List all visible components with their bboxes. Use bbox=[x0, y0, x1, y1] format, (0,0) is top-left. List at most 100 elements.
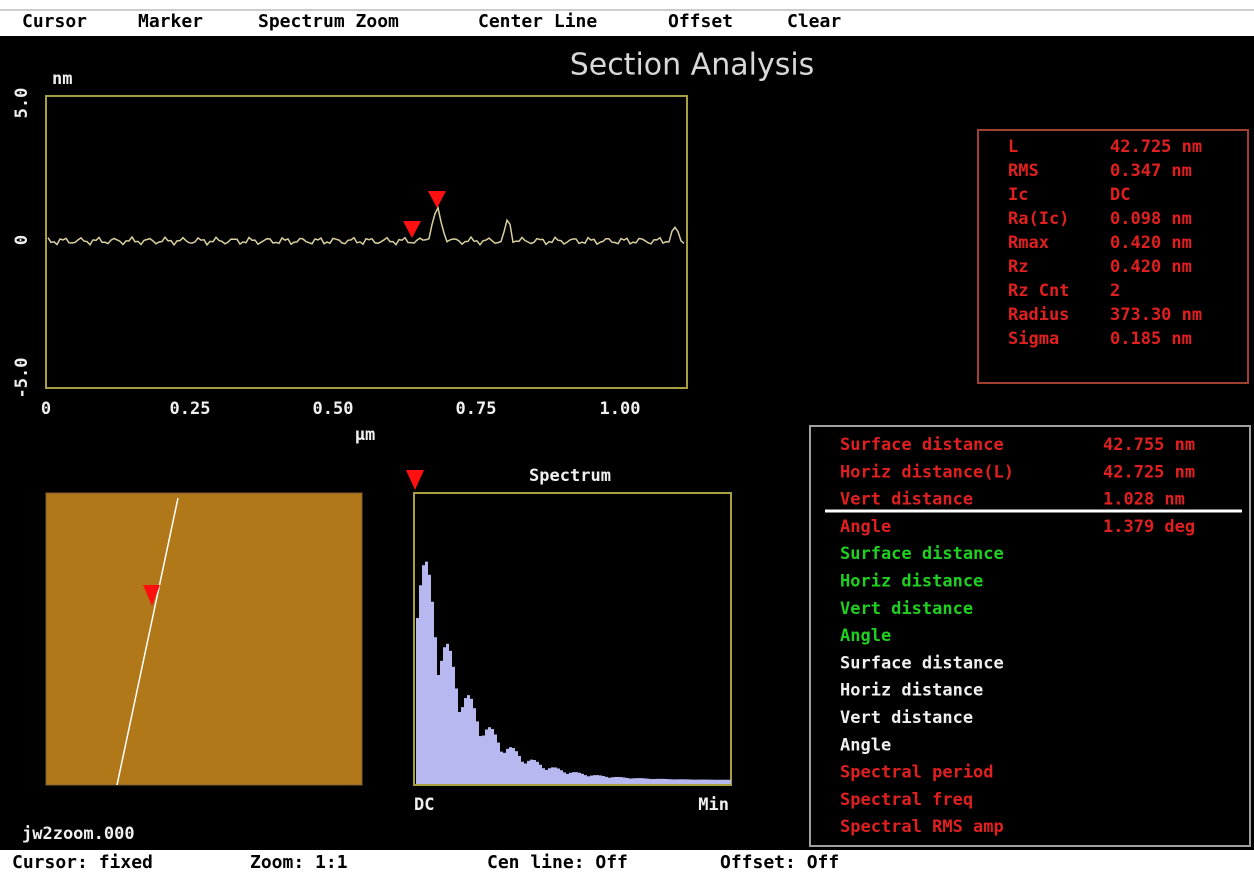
spectrum-bar bbox=[551, 767, 554, 784]
spectrum-bar bbox=[524, 763, 527, 784]
spectrum-left: DC bbox=[414, 795, 434, 815]
spectrum-bar bbox=[584, 775, 587, 784]
measure-value: 1.379 deg bbox=[1103, 517, 1195, 537]
spectrum-bar bbox=[557, 768, 560, 784]
spectrum-bar bbox=[554, 767, 557, 784]
measure-label: Vert distance bbox=[840, 599, 973, 619]
y-unit: nm bbox=[52, 69, 72, 89]
spectrum-bar bbox=[422, 565, 425, 784]
spectrum-bar bbox=[629, 779, 632, 784]
spectrum-bar bbox=[650, 779, 653, 784]
spectrum-bar bbox=[596, 775, 599, 784]
measure-label: Angle bbox=[840, 626, 891, 646]
measure-value: 42.725 nm bbox=[1103, 462, 1195, 482]
spectrum-bar bbox=[620, 777, 623, 784]
stat-label: Ic bbox=[1008, 185, 1028, 205]
spectrum-bar bbox=[641, 778, 644, 784]
menu-item[interactable]: Offset bbox=[668, 11, 733, 32]
stat-value: 0.347 nm bbox=[1110, 161, 1192, 181]
stat-label: Sigma bbox=[1008, 329, 1059, 349]
measure-label: Spectral period bbox=[840, 763, 994, 783]
measure-value: 42.755 nm bbox=[1103, 435, 1195, 455]
spectrum-bar bbox=[632, 778, 635, 784]
spectrum-bar bbox=[593, 775, 596, 784]
spectrum-bar bbox=[443, 647, 446, 784]
measure-label: Surface distance bbox=[840, 653, 1004, 673]
x-tick-label: 0.25 bbox=[170, 399, 211, 419]
status-item: Zoom: 1:1 bbox=[250, 852, 348, 873]
x-tick-label: 0 bbox=[41, 399, 51, 419]
spectrum-bar bbox=[662, 779, 665, 784]
spectrum-bar bbox=[578, 773, 581, 784]
stat-label: Radius bbox=[1008, 305, 1069, 325]
spectrum-bar bbox=[722, 780, 725, 784]
spectrum-bar bbox=[500, 752, 503, 784]
spectrum-bar bbox=[728, 780, 731, 784]
spectrum-bar bbox=[446, 644, 449, 784]
spectrum-bar bbox=[515, 751, 518, 784]
menu-item[interactable]: Marker bbox=[138, 11, 203, 32]
spectrum-bar bbox=[458, 712, 461, 784]
spectrum-bar bbox=[623, 777, 626, 784]
measure-label: Vert distance bbox=[840, 708, 973, 728]
spectrum-bar bbox=[602, 776, 605, 784]
x-tick-label: 1.00 bbox=[600, 399, 641, 419]
spectrum-bar bbox=[677, 779, 680, 784]
spectrum-bar bbox=[671, 779, 674, 784]
spectrum-bar bbox=[635, 778, 638, 784]
menu-item[interactable]: Spectrum Zoom bbox=[258, 11, 399, 32]
spectrum-bar bbox=[416, 618, 419, 784]
spectrum-bar bbox=[560, 770, 563, 784]
spectrum-bar bbox=[497, 743, 500, 784]
spectrum-bar bbox=[419, 585, 422, 784]
x-tick-label: 0.50 bbox=[313, 399, 354, 419]
spectrum-bar bbox=[644, 778, 647, 784]
spectrum-bar bbox=[479, 736, 482, 784]
menu-item[interactable]: Clear bbox=[787, 11, 841, 32]
stat-label: Rz Cnt bbox=[1008, 281, 1069, 301]
spectrum-bar bbox=[563, 772, 566, 784]
stat-value: 0.420 nm bbox=[1110, 233, 1192, 253]
spectrum-bar bbox=[617, 777, 620, 784]
status-item: Cen line: Off bbox=[487, 852, 628, 873]
spectrum-bar bbox=[485, 729, 488, 784]
spectrum-bar bbox=[518, 756, 521, 784]
spectrum-bar bbox=[710, 780, 713, 784]
file-name: jw2zoom.000 bbox=[22, 824, 135, 844]
spectrum-bar bbox=[725, 780, 728, 784]
spectrum-bar bbox=[656, 779, 659, 784]
stat-value: 42.725 nm bbox=[1110, 137, 1202, 157]
measure-label: Surface distance bbox=[840, 435, 1004, 455]
spectrum-bar bbox=[719, 780, 722, 784]
measure-label: Spectral RMS amp bbox=[840, 817, 1004, 837]
spectrum-bar bbox=[614, 777, 617, 784]
spectrum-bar bbox=[473, 708, 476, 784]
spectrum-bar bbox=[692, 780, 695, 784]
menu-item[interactable]: Center Line bbox=[478, 11, 597, 32]
spectrum-bar bbox=[566, 774, 569, 784]
spectrum-bar bbox=[608, 778, 611, 784]
spectrum-bar bbox=[626, 778, 629, 784]
spectrum-bar bbox=[689, 779, 692, 784]
spectrum-bar bbox=[503, 753, 506, 784]
spectrum-bar bbox=[452, 667, 455, 784]
spectrum-bar bbox=[488, 727, 491, 784]
spectrum-bar bbox=[698, 780, 701, 784]
spectrum-bar bbox=[647, 779, 650, 784]
spectrum-bar bbox=[659, 779, 662, 784]
spectrum-bar bbox=[599, 775, 602, 784]
spectrum-bar bbox=[464, 698, 467, 784]
spectrum-bar bbox=[701, 780, 704, 784]
stat-label: Ra(Ic) bbox=[1008, 209, 1069, 229]
menu-item[interactable]: Cursor bbox=[22, 11, 87, 32]
stat-value: 0.420 nm bbox=[1110, 257, 1192, 277]
spectrum-bar bbox=[665, 779, 668, 784]
spectrum-bar bbox=[440, 661, 443, 784]
spectrum-bar bbox=[704, 780, 707, 784]
measure-label: Horiz distance(L) bbox=[840, 462, 1014, 482]
spectrum-bar bbox=[707, 780, 710, 784]
spectrum-bar bbox=[467, 695, 470, 784]
x-tick-label: 0.75 bbox=[456, 399, 497, 419]
spectrum-bar bbox=[713, 780, 716, 784]
stat-value: 0.185 nm bbox=[1110, 329, 1192, 349]
